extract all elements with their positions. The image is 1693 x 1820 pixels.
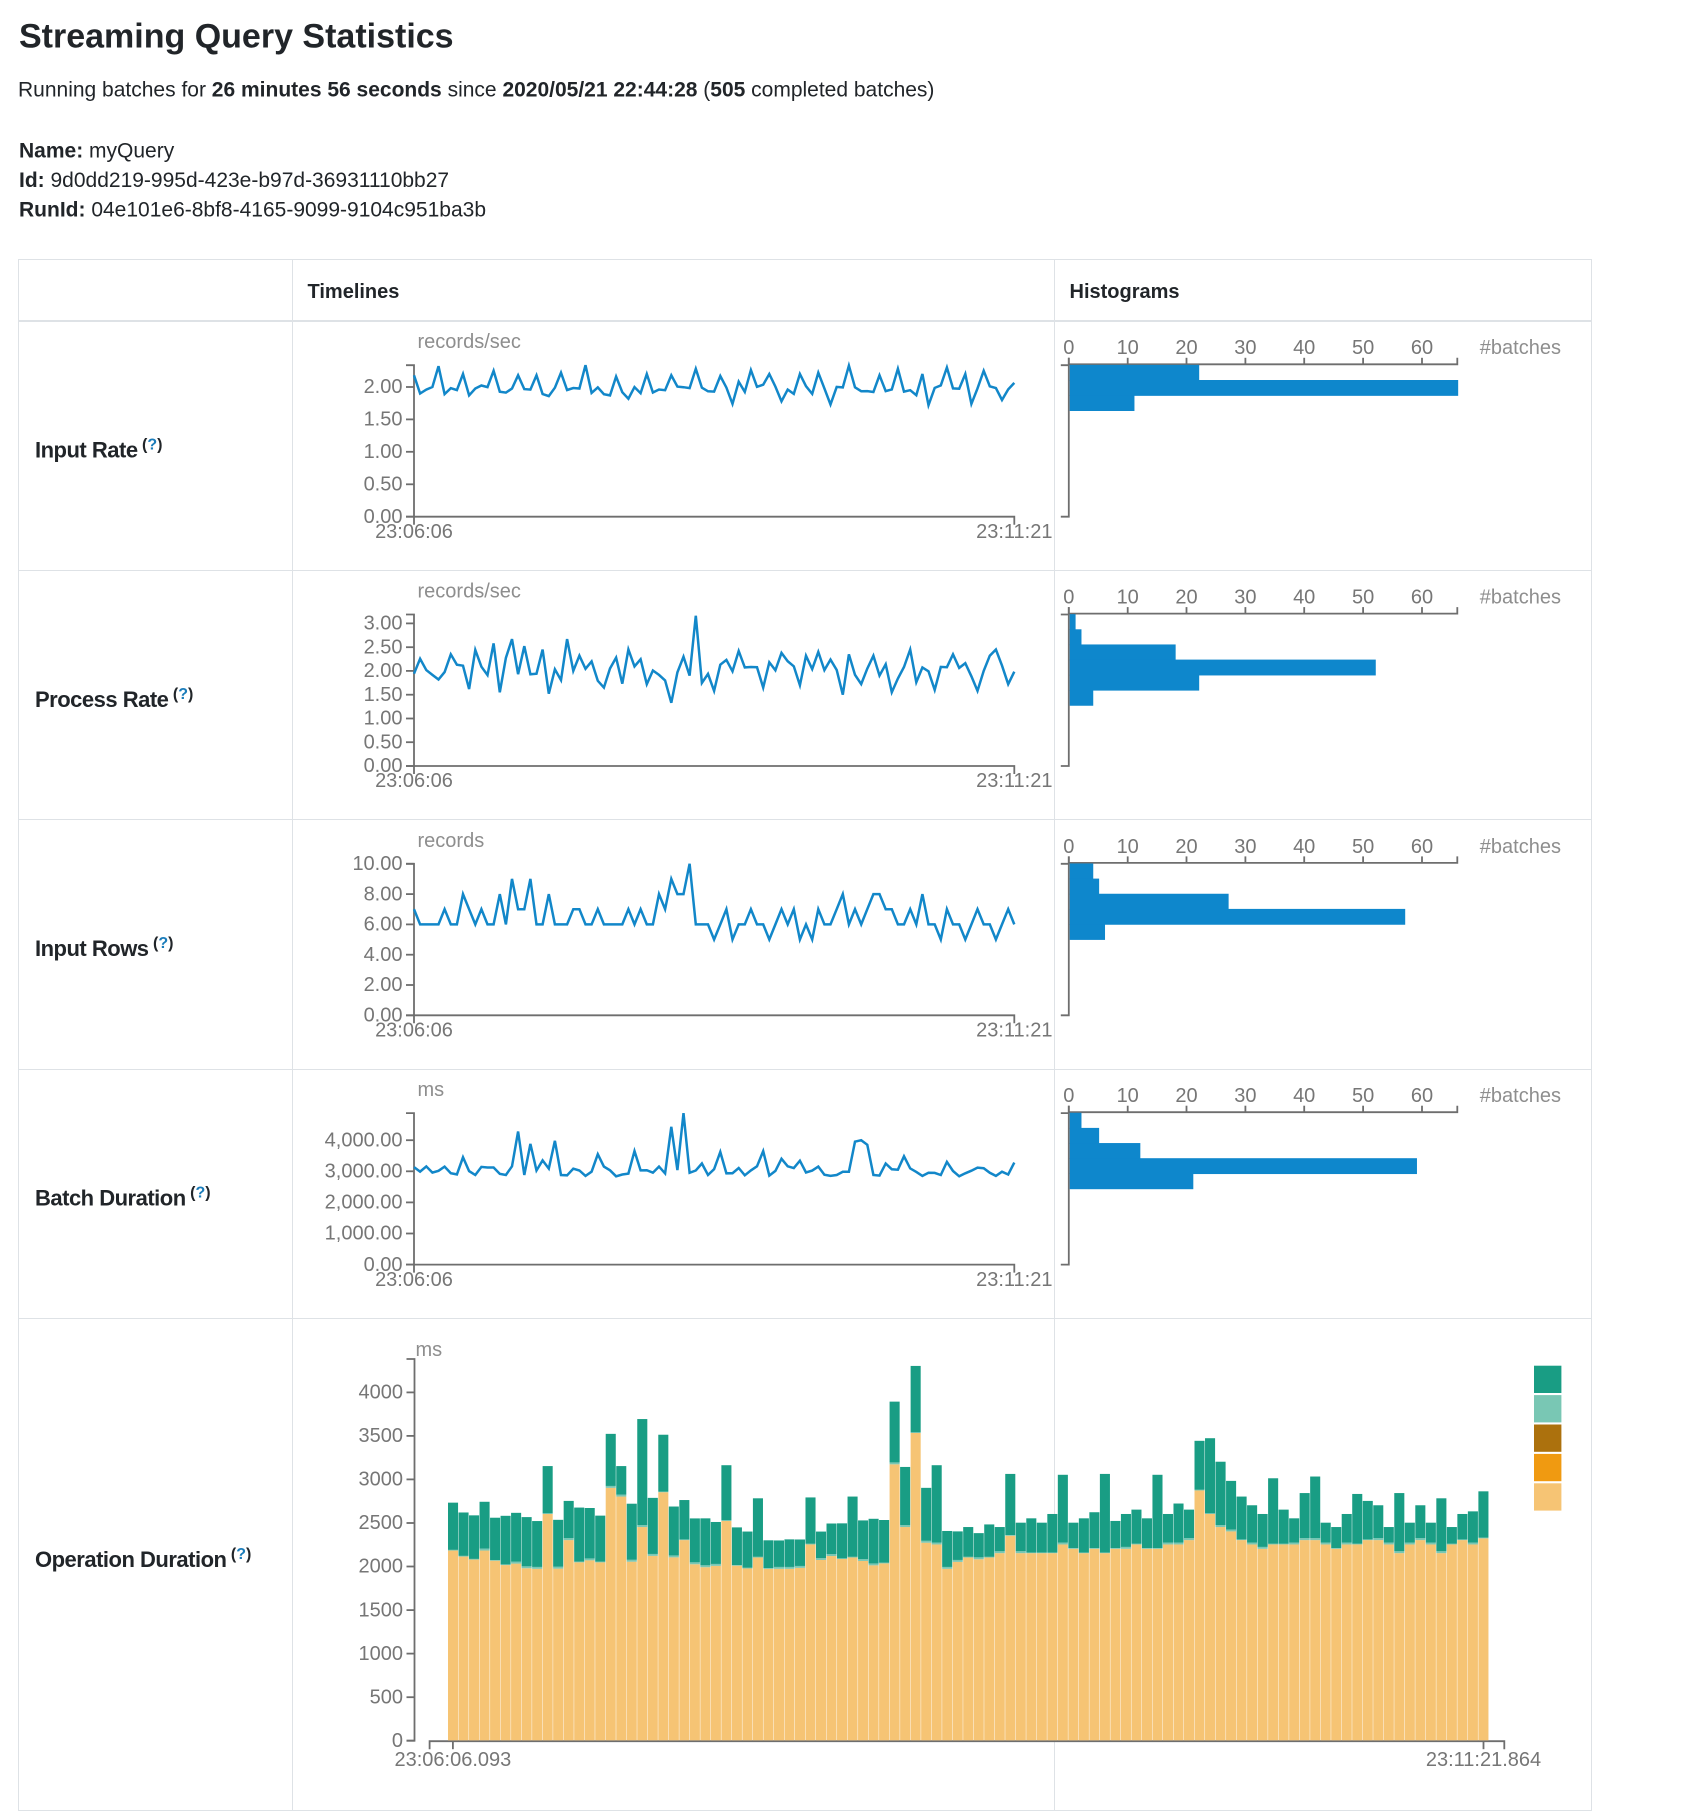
svg-text:23:11:21: 23:11:21	[976, 1269, 1052, 1291]
svg-text:50: 50	[1352, 836, 1374, 858]
svg-text:20: 20	[1175, 337, 1197, 359]
svg-text:records: records	[418, 830, 485, 852]
svg-text:2.00: 2.00	[364, 376, 403, 398]
svg-text:3500: 3500	[359, 1425, 404, 1447]
svg-text:Running batches for 26 minutes: Running batches for 26 minutes 56 second…	[18, 78, 934, 101]
svg-text:50: 50	[1352, 587, 1374, 609]
svg-text:40: 40	[1293, 1085, 1315, 1107]
svg-text:23:06:06: 23:06:06	[375, 521, 453, 543]
svg-text:2,000.00: 2,000.00	[325, 1192, 403, 1214]
svg-text:0: 0	[1063, 587, 1074, 609]
svg-text:6.00: 6.00	[364, 914, 403, 936]
svg-text:0.00: 0.00	[364, 755, 403, 777]
svg-text:3.00: 3.00	[364, 613, 403, 635]
svg-text:records/sec: records/sec	[418, 331, 521, 353]
svg-text:10: 10	[1117, 587, 1139, 609]
svg-text:10.00: 10.00	[352, 853, 402, 875]
svg-text:records/sec: records/sec	[418, 581, 521, 603]
svg-text:#batches: #batches	[1480, 1085, 1561, 1107]
svg-text:30: 30	[1234, 836, 1256, 858]
svg-text:Name: myQuery: Name: myQuery	[19, 139, 175, 162]
svg-text:60: 60	[1411, 587, 1433, 609]
svg-text:10: 10	[1117, 337, 1139, 359]
svg-text:2000: 2000	[359, 1556, 404, 1578]
svg-text:20: 20	[1175, 1085, 1197, 1107]
svg-text:#batches: #batches	[1480, 836, 1561, 858]
svg-text:0: 0	[1063, 836, 1074, 858]
svg-text:Batch Duration (?): Batch Duration (?)	[35, 1184, 211, 1210]
svg-text:30: 30	[1234, 337, 1256, 359]
svg-text:Process Rate (?): Process Rate (?)	[35, 686, 193, 712]
svg-text:23:06:06.093: 23:06:06.093	[395, 1749, 512, 1771]
svg-text:40: 40	[1293, 337, 1315, 359]
svg-text:23:11:21: 23:11:21	[976, 1020, 1052, 1042]
svg-text:0: 0	[1063, 1085, 1074, 1107]
svg-text:2.00: 2.00	[364, 974, 403, 996]
svg-text:2500: 2500	[359, 1512, 404, 1534]
svg-text:60: 60	[1411, 337, 1433, 359]
svg-text:Id: 9d0dd219-995d-423e-b97d-36: Id: 9d0dd219-995d-423e-b97d-36931110bb27	[19, 169, 449, 192]
svg-text:4000: 4000	[359, 1382, 404, 1404]
svg-text:23:11:21: 23:11:21	[976, 770, 1052, 792]
svg-text:4,000.00: 4,000.00	[325, 1129, 403, 1151]
svg-text:0: 0	[1063, 337, 1074, 359]
svg-text:23:11:21.864: 23:11:21.864	[1426, 1749, 1541, 1771]
svg-text:1,000.00: 1,000.00	[325, 1223, 403, 1245]
svg-text:30: 30	[1234, 587, 1256, 609]
svg-text:0.00: 0.00	[364, 1005, 403, 1027]
svg-text:4.00: 4.00	[364, 944, 403, 966]
svg-text:30: 30	[1234, 1085, 1256, 1107]
svg-text:50: 50	[1352, 1085, 1374, 1107]
svg-text:10: 10	[1117, 1085, 1139, 1107]
svg-text:3000: 3000	[359, 1469, 404, 1491]
svg-text:1.00: 1.00	[364, 708, 403, 730]
svg-text:Operation Duration (?): Operation Duration (?)	[35, 1546, 251, 1572]
svg-text:1.00: 1.00	[364, 441, 403, 463]
svg-text:10: 10	[1117, 836, 1139, 858]
svg-text:50: 50	[1352, 337, 1374, 359]
svg-text:60: 60	[1411, 1085, 1433, 1107]
svg-text:40: 40	[1293, 587, 1315, 609]
svg-text:ms: ms	[418, 1079, 445, 1101]
svg-text:2.00: 2.00	[364, 660, 403, 682]
svg-text:23:11:21: 23:11:21	[976, 521, 1052, 543]
svg-text:40: 40	[1293, 836, 1315, 858]
svg-text:0.00: 0.00	[364, 1254, 403, 1276]
svg-text:Input Rate (?): Input Rate (?)	[35, 437, 162, 463]
svg-text:Histograms: Histograms	[1070, 281, 1180, 303]
svg-text:20: 20	[1175, 587, 1197, 609]
svg-text:500: 500	[370, 1686, 403, 1708]
svg-text:#batches: #batches	[1480, 587, 1561, 609]
svg-text:#batches: #batches	[1480, 337, 1561, 359]
svg-text:8.00: 8.00	[364, 883, 403, 905]
svg-text:Input Rows (?): Input Rows (?)	[35, 935, 173, 961]
svg-text:1500: 1500	[359, 1599, 404, 1621]
svg-text:ms: ms	[416, 1339, 443, 1361]
svg-text:2.50: 2.50	[364, 636, 403, 658]
svg-text:3,000.00: 3,000.00	[325, 1161, 403, 1183]
svg-text:Timelines: Timelines	[308, 281, 400, 303]
svg-text:0: 0	[392, 1730, 403, 1752]
svg-text:23:06:06: 23:06:06	[375, 770, 453, 792]
svg-text:20: 20	[1175, 836, 1197, 858]
svg-text:23:06:06: 23:06:06	[375, 1269, 453, 1291]
svg-text:1.50: 1.50	[364, 684, 403, 706]
svg-text:0.00: 0.00	[364, 506, 403, 528]
svg-text:Streaming Query Statistics: Streaming Query Statistics	[19, 17, 454, 55]
svg-text:23:06:06: 23:06:06	[375, 1020, 453, 1042]
svg-text:60: 60	[1411, 836, 1433, 858]
svg-text:0.50: 0.50	[364, 731, 403, 753]
svg-text:1.50: 1.50	[364, 409, 403, 431]
svg-text:RunId: 04e101e6-8bf8-4165-9099: RunId: 04e101e6-8bf8-4165-9099-9104c951b…	[19, 198, 486, 221]
svg-text:1000: 1000	[359, 1643, 404, 1665]
svg-text:0.50: 0.50	[364, 474, 403, 496]
